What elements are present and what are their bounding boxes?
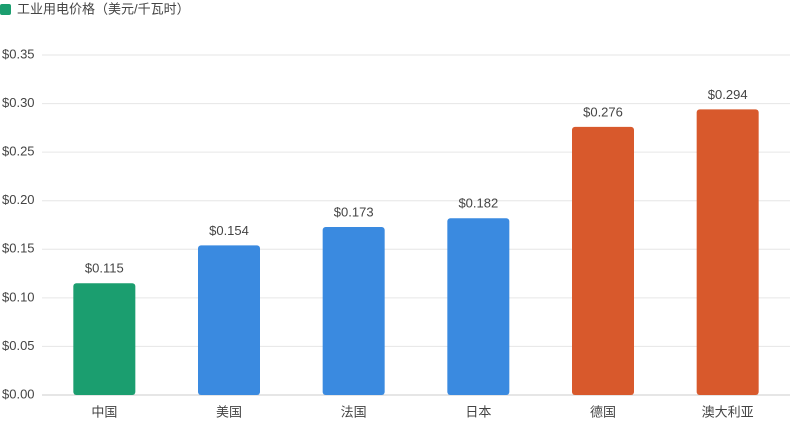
value-label: $0.173 <box>334 204 374 219</box>
y-tick-label: $0.25 <box>2 144 35 159</box>
y-tick-label: $0.05 <box>2 338 35 353</box>
bar <box>696 109 759 396</box>
bar <box>73 283 136 395</box>
y-tick-label: $0.10 <box>2 289 35 304</box>
y-tick-label: $0.30 <box>2 95 35 110</box>
value-label: $0.294 <box>708 87 748 102</box>
x-tick-label: 中国 <box>91 404 117 419</box>
x-tick-label: 澳大利亚 <box>702 404 754 419</box>
legend-swatch <box>0 4 11 15</box>
value-label: $0.154 <box>209 223 249 238</box>
value-label: $0.276 <box>583 104 623 119</box>
y-tick-label: $0.00 <box>2 386 35 401</box>
x-tick-label: 德国 <box>590 404 616 419</box>
bar <box>322 226 385 395</box>
legend-label: 工业用电价格（美元/千瓦时） <box>17 1 190 16</box>
y-tick-label: $0.20 <box>2 192 35 207</box>
value-label: $0.182 <box>458 196 498 211</box>
x-tick-label: 日本 <box>465 404 491 419</box>
y-tick-label: $0.35 <box>2 46 35 61</box>
value-label: $0.115 <box>85 261 124 276</box>
y-tick-label: $0.15 <box>2 241 35 256</box>
bar <box>572 126 634 395</box>
bar <box>447 218 510 395</box>
x-tick-label: 法国 <box>341 404 367 419</box>
x-tick-label: 美国 <box>216 404 242 419</box>
bar <box>198 245 260 395</box>
